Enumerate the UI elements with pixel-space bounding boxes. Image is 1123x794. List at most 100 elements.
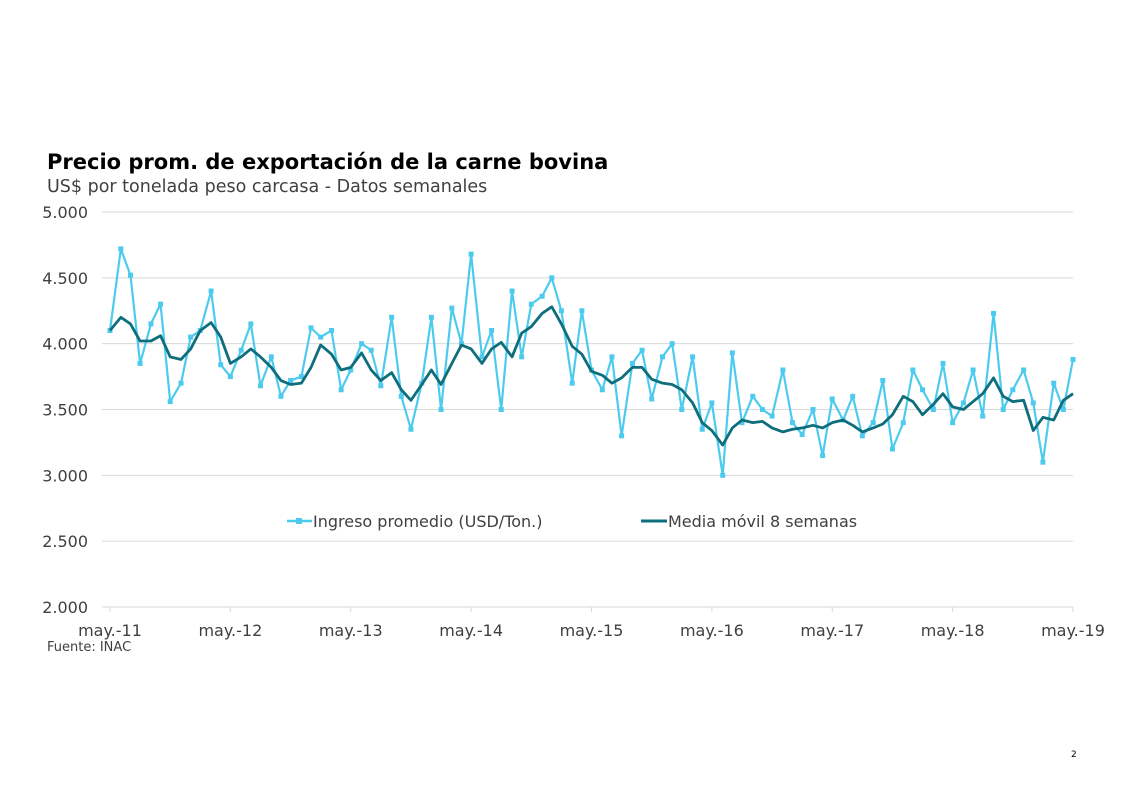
y-tick-label: 5.000	[42, 203, 88, 222]
data-point-ingreso-promedio	[238, 347, 244, 353]
data-point-ingreso-promedio	[799, 432, 805, 438]
data-point-ingreso-promedio	[338, 387, 344, 393]
data-point-ingreso-promedio	[930, 407, 936, 412]
y-tick-label: 3.500	[42, 401, 88, 420]
data-point-ingreso-promedio	[558, 308, 564, 314]
data-point-ingreso-promedio	[468, 251, 474, 257]
data-point-ingreso-promedio	[569, 380, 575, 386]
data-point-ingreso-promedio	[780, 367, 786, 373]
data-point-ingreso-promedio	[248, 321, 254, 327]
gridlines	[102, 211, 1074, 612]
data-point-ingreso-promedio	[257, 383, 263, 389]
data-point-ingreso-promedio	[268, 354, 274, 360]
data-point-ingreso-promedio	[528, 301, 534, 307]
x-axis-tick-labels: may.-11 may.-12 may.-13 may.-14 may.-15 may.-…	[78, 621, 1105, 640]
data-point-ingreso-promedio	[669, 341, 675, 347]
data-point-ingreso-promedio	[991, 310, 997, 316]
data-point-ingreso-promedio	[1051, 380, 1057, 386]
data-point-ingreso-promedio	[1060, 407, 1066, 412]
x-tick-label: may.-11	[78, 621, 142, 640]
chart-subtitle: US$ por tonelada peso carcasa - Datos se…	[47, 177, 488, 197]
data-point-ingreso-promedio	[629, 360, 635, 366]
data-point-ingreso-promedio	[428, 314, 434, 320]
series-line-ingreso-promedio	[108, 247, 1075, 477]
data-point-ingreso-promedio	[829, 396, 835, 402]
data-point-ingreso-promedio	[1030, 400, 1036, 406]
data-point-ingreso-promedio	[498, 407, 504, 412]
data-point-ingreso-promedio	[900, 420, 906, 426]
data-point-ingreso-promedio	[479, 354, 485, 360]
data-point-ingreso-promedio	[649, 396, 655, 402]
data-point-ingreso-promedio	[720, 472, 726, 478]
y-tick-label: 2.500	[42, 532, 88, 551]
data-point-ingreso-promedio	[729, 350, 735, 356]
data-point-ingreso-promedio	[359, 341, 365, 347]
data-point-ingreso-promedio	[378, 383, 384, 389]
data-point-ingreso-promedio	[750, 393, 756, 399]
series-line-media-movil	[108, 305, 1074, 447]
data-point-ingreso-promedio	[679, 407, 685, 412]
data-point-ingreso-promedio	[1040, 459, 1046, 465]
y-tick-label: 4.000	[42, 335, 88, 354]
data-point-ingreso-promedio	[880, 378, 886, 384]
data-point-ingreso-promedio	[328, 328, 334, 333]
x-tick-label: may.-17	[800, 621, 864, 640]
data-point-ingreso-promedio	[1021, 367, 1027, 373]
data-point-ingreso-promedio	[278, 393, 284, 399]
data-point-ingreso-promedio	[519, 354, 525, 360]
data-point-ingreso-promedio	[619, 433, 625, 439]
y-tick-label: 4.500	[42, 269, 88, 288]
data-point-ingreso-promedio	[118, 246, 124, 252]
legend-label-ingreso-promedio: Ingreso promedio (USD/Ton.)	[313, 512, 543, 531]
legend: Ingreso promedio (USD/Ton.) Media móvil 8…	[287, 512, 857, 531]
data-point-ingreso-promedio	[820, 453, 826, 459]
data-point-ingreso-promedio	[438, 407, 444, 412]
data-point-ingreso-promedio	[790, 420, 796, 426]
page-number: 2	[1071, 750, 1077, 760]
data-point-ingreso-promedio	[579, 308, 585, 314]
data-point-ingreso-promedio	[1070, 356, 1076, 362]
data-point-ingreso-promedio	[218, 362, 224, 368]
data-point-ingreso-promedio	[609, 354, 615, 360]
data-point-ingreso-promedio	[599, 387, 605, 393]
y-tick-label: 3.000	[42, 466, 88, 485]
data-point-ingreso-promedio	[739, 420, 745, 426]
x-tick-label: may.-12	[198, 621, 262, 640]
data-point-ingreso-promedio	[348, 367, 354, 373]
data-point-ingreso-promedio	[549, 275, 555, 281]
data-point-ingreso-promedio	[167, 399, 173, 405]
legend-label-media-movil: Media móvil 8 semanas	[668, 512, 857, 531]
data-point-ingreso-promedio	[970, 367, 976, 373]
data-point-ingreso-promedio	[137, 360, 143, 366]
y-tick-label: 2.000	[42, 598, 88, 617]
data-point-ingreso-promedio	[398, 393, 404, 399]
data-point-ingreso-promedio	[489, 328, 495, 333]
data-point-ingreso-promedio	[158, 301, 164, 307]
data-point-ingreso-promedio	[368, 347, 374, 353]
data-point-ingreso-promedio	[188, 334, 194, 340]
data-point-ingreso-promedio	[318, 334, 324, 340]
data-point-ingreso-promedio	[920, 387, 926, 393]
data-point-ingreso-promedio	[227, 374, 233, 380]
data-point-ingreso-promedio	[859, 433, 865, 439]
legend-marker-ingreso-promedio	[296, 518, 302, 524]
data-point-ingreso-promedio	[127, 272, 133, 278]
data-point-ingreso-promedio	[759, 407, 765, 412]
data-point-ingreso-promedio	[769, 413, 775, 419]
data-point-ingreso-promedio	[298, 374, 304, 380]
x-tick-label: may.-18	[921, 621, 985, 640]
data-point-ingreso-promedio	[889, 446, 895, 452]
y-axis-tick-labels: 2.000 2.500 3.000 3.500 4.000 4.500 5.000	[42, 203, 88, 617]
x-tick-label: may.-15	[560, 621, 624, 640]
data-point-ingreso-promedio	[639, 347, 645, 353]
data-point-ingreso-promedio	[980, 413, 986, 419]
data-point-ingreso-promedio	[308, 325, 314, 331]
data-point-ingreso-promedio	[1000, 407, 1006, 412]
source-note: Fuente: INAC	[47, 640, 132, 655]
data-point-ingreso-promedio	[690, 354, 696, 360]
data-point-ingreso-promedio	[208, 288, 214, 294]
data-point-ingreso-promedio	[810, 407, 816, 412]
x-tick-label: may.-16	[680, 621, 744, 640]
data-point-ingreso-promedio	[449, 305, 455, 311]
